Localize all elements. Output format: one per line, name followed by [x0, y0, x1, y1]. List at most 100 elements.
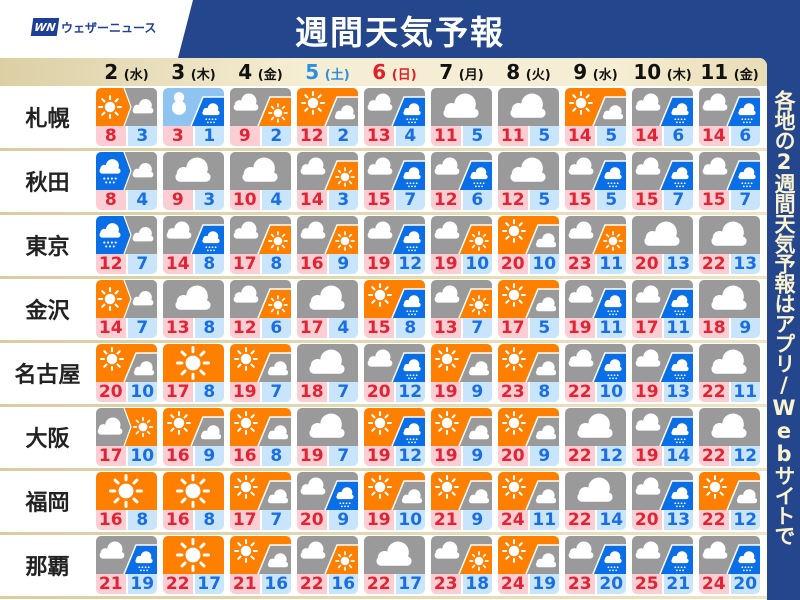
- temperatures: 22 12: [699, 510, 760, 530]
- sun-icon: [234, 475, 258, 499]
- weather-icon: [498, 280, 559, 318]
- sun-icon: [268, 295, 288, 315]
- temperatures: 19 12: [364, 446, 425, 466]
- temperatures: 8 4: [96, 190, 157, 210]
- forecast-cell: 19 10: [364, 472, 425, 530]
- weather-icon: [431, 216, 492, 254]
- forecast-cell: 22 17: [163, 536, 224, 594]
- sun-icon: [502, 411, 526, 435]
- high-temp: 15: [364, 318, 394, 338]
- city-row: 那覇 21 19 22 17 21 16 22 16 22: [0, 535, 767, 599]
- temperatures: 19 10: [431, 254, 492, 274]
- weather-icon: [96, 152, 157, 190]
- cloud-icon: [132, 291, 154, 306]
- rain-icon: [671, 295, 689, 316]
- temperatures: 20 13: [632, 254, 693, 274]
- sun-icon: [502, 219, 526, 243]
- rain-icon: [99, 223, 121, 248]
- forecast-cell: 19 11: [565, 280, 626, 338]
- cloud-icon: [635, 157, 661, 175]
- low-temp: 4: [127, 190, 157, 210]
- forecast-cell: 17 8: [230, 216, 291, 274]
- temperatures: 12 2: [297, 126, 358, 146]
- weather-icon: [565, 408, 626, 446]
- day-of-week: (木): [190, 68, 216, 83]
- temperatures: 9 2: [230, 126, 291, 146]
- cloud-icon: [635, 477, 661, 495]
- weather-icon: [297, 472, 358, 510]
- high-temp: 19: [230, 382, 260, 402]
- high-temp: 16: [163, 510, 193, 530]
- temperatures: 19 12: [364, 254, 425, 274]
- high-temp: 17: [297, 318, 327, 338]
- high-temp: 23: [431, 574, 461, 594]
- rain-icon: [604, 295, 622, 316]
- forecast-cell: 3 1: [163, 88, 224, 146]
- high-temp: 19: [431, 382, 461, 402]
- forecast-cell: 19 10: [431, 216, 492, 274]
- weather-icon: [431, 88, 492, 126]
- day-of-week: (水): [123, 68, 149, 83]
- forecast-cell: 22 12: [699, 408, 760, 466]
- weather-icon: [96, 216, 157, 254]
- low-temp: 7: [663, 190, 693, 210]
- city-name: 札幌: [25, 107, 70, 132]
- city-name: 金沢: [25, 299, 70, 324]
- low-temp: 8: [261, 254, 291, 274]
- forecast-cell: 18 9: [699, 280, 760, 338]
- forecast-cell: 13 7: [431, 280, 492, 338]
- sun-icon: [175, 345, 211, 381]
- rain-icon: [604, 359, 622, 380]
- forecast-cell: 12 2: [297, 88, 358, 146]
- low-temp: 10: [529, 254, 559, 274]
- temperatures: 16 8: [163, 510, 224, 530]
- weather-icon: [632, 344, 693, 382]
- temperatures: 19 13: [632, 382, 693, 402]
- date-6: 6 (日): [361, 60, 428, 84]
- temperatures: 25 21: [632, 574, 693, 594]
- cloud-icon: [535, 297, 557, 312]
- high-temp: 20: [364, 382, 394, 402]
- high-temp: 17: [163, 382, 193, 402]
- forecast-cell: 15 7: [364, 152, 425, 210]
- date-11: 11 (金): [696, 60, 763, 84]
- low-temp: 3: [127, 126, 157, 146]
- cloud-icon: [367, 221, 393, 239]
- row-divider: [0, 404, 767, 407]
- cloud-icon: [242, 157, 278, 182]
- cloud-icon: [468, 361, 490, 376]
- low-temp: 7: [261, 510, 291, 530]
- high-temp: 20: [96, 382, 126, 402]
- cloud-icon: [434, 285, 460, 303]
- high-temp: 12: [230, 318, 260, 338]
- high-temp: 24: [699, 574, 729, 594]
- temperatures: 15 7: [364, 190, 425, 210]
- cloud-icon: [267, 425, 289, 440]
- sun-icon: [435, 411, 459, 435]
- low-temp: 4: [395, 126, 425, 146]
- forecast-cell: 14 7: [96, 280, 157, 338]
- cloud-icon: [434, 221, 460, 239]
- forecast-cell: 15 7: [699, 152, 760, 210]
- low-temp: 17: [194, 574, 224, 594]
- weather-icon: [230, 408, 291, 446]
- forecast-cell: 17 5: [498, 280, 559, 338]
- weather-icon: [297, 152, 358, 190]
- forecast-cell: 24 11: [498, 472, 559, 530]
- rain-icon: [403, 359, 421, 380]
- weather-icon: [230, 536, 291, 574]
- temperatures: 19 9: [431, 382, 492, 402]
- temperatures: 19 7: [297, 446, 358, 466]
- rain-icon: [671, 167, 689, 188]
- high-temp: 22: [565, 510, 595, 530]
- temperatures: 13 8: [163, 318, 224, 338]
- low-temp: 6: [663, 126, 693, 146]
- weather-icon: [431, 536, 492, 574]
- cloud-icon: [635, 413, 661, 431]
- weather-icon: [364, 536, 425, 574]
- low-temp: 11: [730, 382, 760, 402]
- cloud-icon: [577, 413, 613, 438]
- cloud-icon: [401, 489, 423, 504]
- sun-icon: [502, 539, 526, 563]
- weather-icon: [96, 408, 157, 446]
